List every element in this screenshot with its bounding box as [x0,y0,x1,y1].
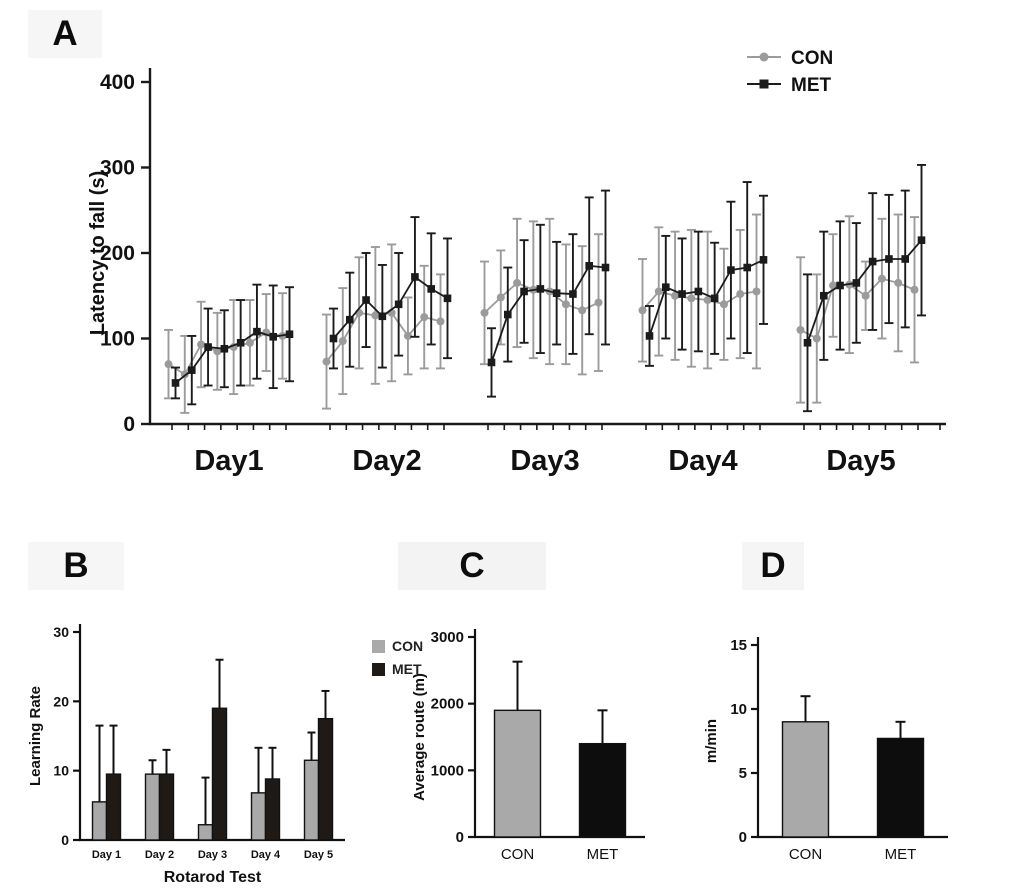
panel-c-chart: 0 1000 2000 3000 Average route (m) CON MET [411,629,645,863]
svg-text:30: 30 [53,624,69,640]
svg-text:2000: 2000 [431,696,464,713]
svg-text:300: 300 [100,157,135,180]
panel-d-chart: 0 5 10 15 m/min CON MET [703,637,948,863]
svg-text:Day 4: Day 4 [251,849,281,861]
svg-text:CON: CON [501,846,534,863]
svg-text:0: 0 [123,413,135,436]
panel-c-label: C [398,542,546,590]
svg-text:3000: 3000 [431,629,464,646]
svg-text:0: 0 [61,832,69,848]
svg-text:1000: 1000 [431,762,464,779]
svg-text:0: 0 [456,829,464,846]
panel-b-chart: 0 10 20 30 Learning Rate Day 1 Day 2 Day 3 Day 4… [27,624,423,886]
svg-text:CON: CON [791,48,833,69]
svg-text:MET: MET [791,75,832,96]
panel-d-label: D [742,542,804,590]
svg-text:10: 10 [730,701,747,718]
panel-b-label: B [28,542,124,590]
svg-text:15: 15 [730,637,747,654]
svg-text:Rotarod Test: Rotarod Test [164,869,262,886]
svg-text:Day 3: Day 3 [198,849,227,861]
svg-text:Day 2: Day 2 [145,849,174,861]
svg-text:MET: MET [885,846,917,863]
svg-text:CON: CON [789,846,822,863]
svg-text:m/min: m/min [703,719,720,763]
svg-text:400: 400 [100,71,135,94]
svg-text:20: 20 [53,693,69,709]
svg-text:Learning Rate: Learning Rate [27,686,44,786]
svg-text:Day4: Day4 [668,445,737,477]
svg-text:0: 0 [739,829,747,846]
svg-text:Day2: Day2 [352,445,421,477]
panel-a-label: A [28,10,102,58]
svg-text:CON: CON [392,638,423,654]
svg-text:MET: MET [392,661,422,677]
svg-text:5: 5 [739,765,747,782]
svg-text:Average route (m): Average route (m) [411,673,428,801]
svg-text:200: 200 [100,242,135,265]
svg-text:Day1: Day1 [194,445,263,477]
svg-text:10: 10 [53,763,69,779]
panel-a-chart: 0 100 200 300 400 Latency to fall (s) Day1 Day2… [87,48,946,477]
svg-text:Latency to fall (s): Latency to fall (s) [87,171,109,335]
svg-text:100: 100 [100,328,135,351]
svg-text:Day3: Day3 [510,445,579,477]
svg-text:MET: MET [587,846,619,863]
svg-text:Day 5: Day 5 [304,849,333,861]
svg-text:Day 1: Day 1 [92,849,121,861]
svg-text:Day5: Day5 [826,445,895,477]
